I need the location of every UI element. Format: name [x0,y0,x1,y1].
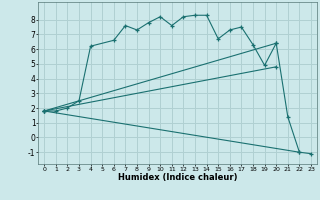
X-axis label: Humidex (Indice chaleur): Humidex (Indice chaleur) [118,173,237,182]
